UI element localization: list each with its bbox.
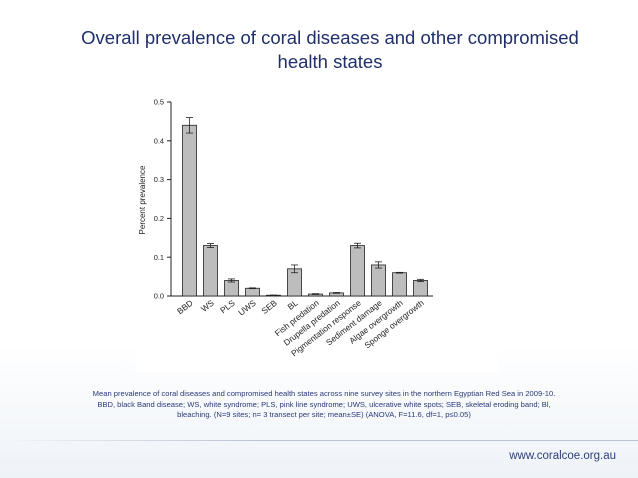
slide-title: Overall prevalence of coral diseases and… (81, 27, 579, 72)
figure-caption: Mean prevalence of coral diseases and co… (92, 389, 556, 420)
y-tick-label: 0.5 (154, 98, 164, 107)
y-axis-title: Percent prevalence (138, 165, 147, 234)
bar-chart: Percent prevalence 0.0 0.1 0.2 0.3 0.4 0.5 BB… (138, 98, 433, 358)
category-label: PLS (218, 297, 237, 315)
y-tick-label: 0.0 (154, 292, 164, 301)
bars (182, 117, 428, 297)
bar (371, 264, 386, 297)
bar (392, 272, 407, 297)
chart-panel: Percent prevalence 0.0 0.1 0.2 0.3 0.4 0.5 BB… (136, 82, 498, 372)
y-tick-label: 0.2 (154, 214, 164, 223)
y-tick-label: 0.3 (154, 175, 164, 184)
bar (245, 287, 260, 297)
category-label: BBD (175, 298, 195, 316)
category-label: UWS (236, 297, 258, 317)
category-label: SEB (259, 297, 279, 315)
chart-axes: Percent prevalence 0.0 0.1 0.2 0.3 0.4 0.5 (138, 98, 433, 301)
y-tick-label: 0.1 (154, 253, 164, 262)
y-tick-label: 0.4 (154, 136, 164, 145)
bar (413, 280, 428, 297)
category-label: WS (199, 297, 216, 313)
footer-url[interactable]: www.coralcoe.org.au (509, 450, 616, 462)
footer-divider (0, 440, 638, 441)
bar (203, 245, 218, 297)
bar (224, 280, 239, 297)
bar (182, 124, 197, 297)
bar (350, 245, 365, 297)
